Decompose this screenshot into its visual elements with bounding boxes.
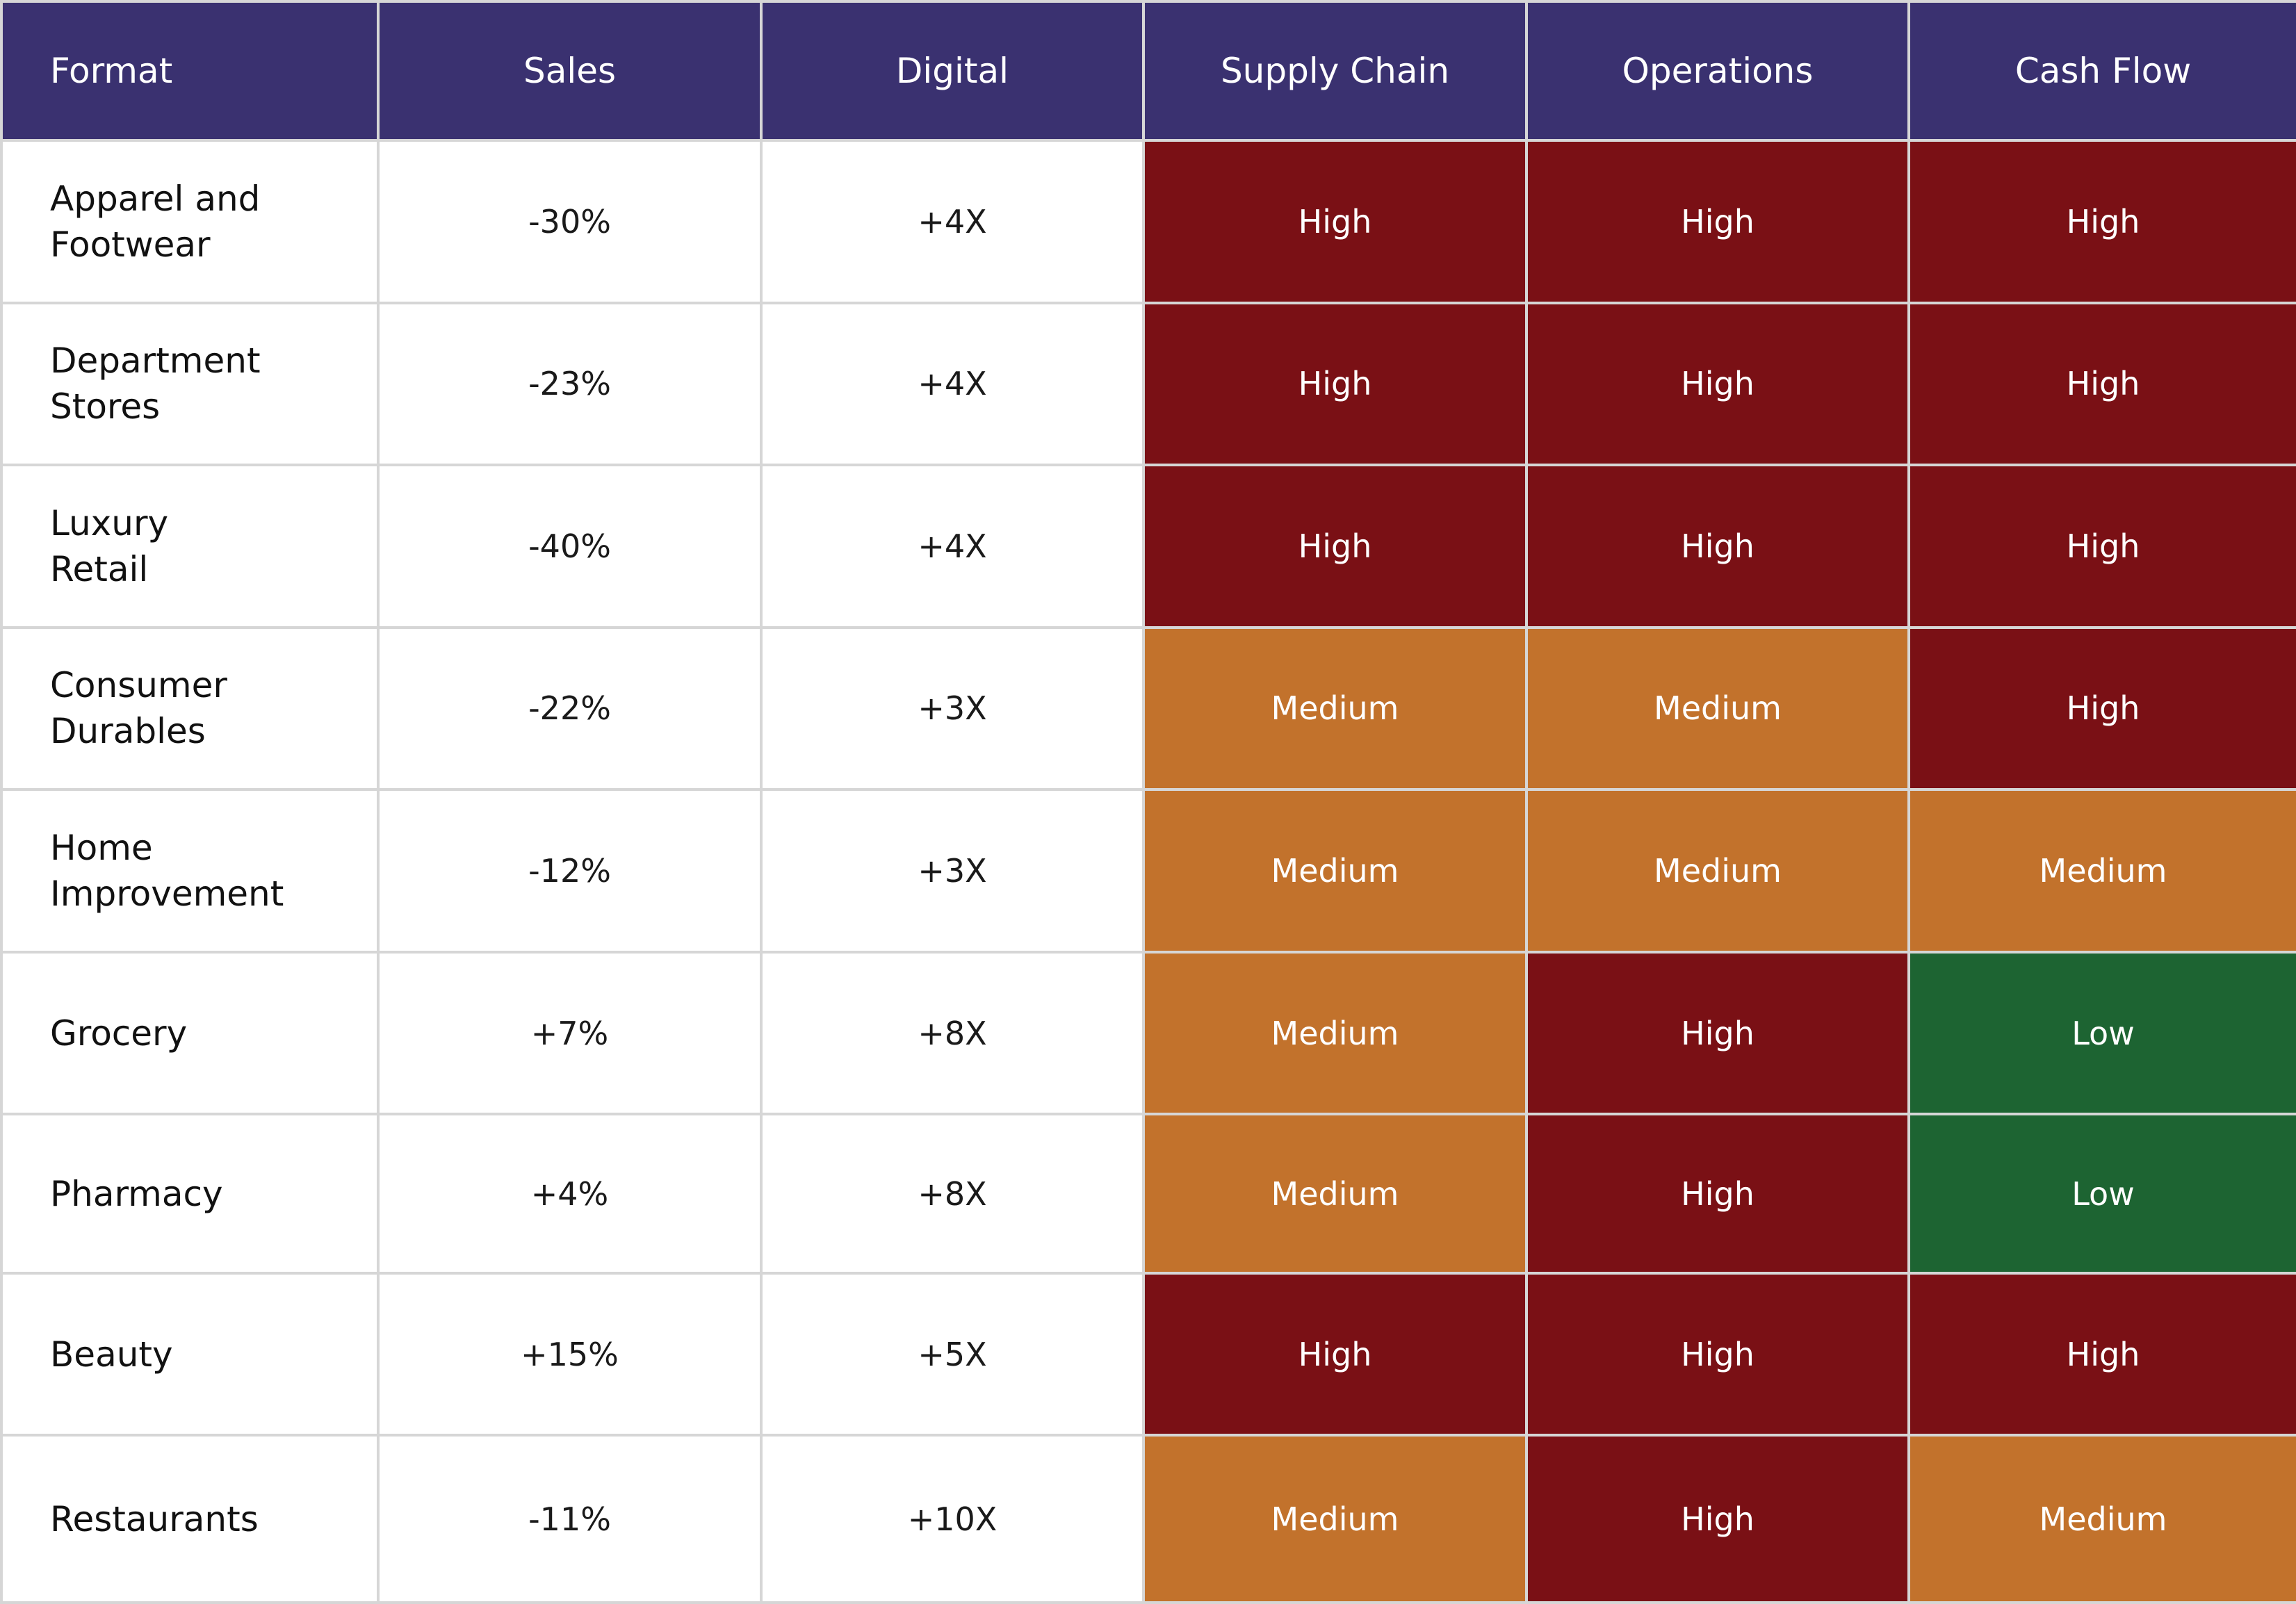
supply-chain-cell: Medium	[1142, 788, 1528, 954]
sales-cell: -12%	[377, 788, 763, 954]
table-row: Grocery +7% +8X Medium High Low	[0, 950, 2296, 1116]
header-supply-chain: Supply Chain	[1142, 0, 1528, 142]
sales-cell: -30%	[377, 139, 763, 304]
supply-chain-cell: Medium	[1142, 950, 1528, 1116]
header-row: Format Sales Digital Supply Chain Operat…	[0, 0, 2296, 142]
operations-cell: High	[1525, 464, 1910, 629]
sales-cell: +15%	[377, 1271, 763, 1437]
format-cell: Restaurants	[0, 1434, 380, 1604]
cash-flow-cell: High	[1907, 1271, 2296, 1437]
header-sales: Sales	[377, 0, 763, 142]
sales-cell: +4%	[377, 1113, 763, 1275]
operations-cell: High	[1525, 139, 1910, 304]
sales-cell: +7%	[377, 950, 763, 1116]
table-row: Luxury Retail -40% +4X High High High	[0, 464, 2296, 629]
supply-chain-cell: High	[1142, 301, 1528, 467]
table-row: Beauty +15% +5X High High High	[0, 1271, 2296, 1437]
table-row: Apparel and Footwear -30% +4X High High …	[0, 139, 2296, 304]
cash-flow-cell: High	[1907, 464, 2296, 629]
supply-chain-cell: Medium	[1142, 1113, 1528, 1275]
supply-chain-cell: Medium	[1142, 625, 1528, 792]
operations-cell: Medium	[1525, 788, 1910, 954]
digital-cell: +3X	[760, 788, 1145, 954]
cash-flow-cell: Low	[1907, 1113, 2296, 1275]
supply-chain-cell: High	[1142, 139, 1528, 304]
format-cell: Department Stores	[0, 301, 380, 467]
sales-cell: -40%	[377, 464, 763, 629]
sales-cell: -11%	[377, 1434, 763, 1604]
header-digital: Digital	[760, 0, 1145, 142]
operations-cell: High	[1525, 950, 1910, 1116]
format-cell: Luxury Retail	[0, 464, 380, 629]
supply-chain-cell: High	[1142, 1271, 1528, 1437]
supply-chain-cell: High	[1142, 464, 1528, 629]
cash-flow-cell: High	[1907, 301, 2296, 467]
cash-flow-cell: High	[1907, 139, 2296, 304]
format-cell: Apparel and Footwear	[0, 139, 380, 304]
digital-cell: +5X	[760, 1271, 1145, 1437]
format-cell: Home Improvement	[0, 788, 380, 954]
digital-cell: +4X	[760, 464, 1145, 629]
digital-cell: +4X	[760, 139, 1145, 304]
format-cell: Beauty	[0, 1271, 380, 1437]
operations-cell: High	[1525, 1271, 1910, 1437]
cash-flow-cell: Low	[1907, 950, 2296, 1116]
table-row: Consumer Durables -22% +3X Medium Medium…	[0, 625, 2296, 792]
format-cell: Grocery	[0, 950, 380, 1116]
header-cash-flow: Cash Flow	[1907, 0, 2296, 142]
format-cell: Pharmacy	[0, 1113, 380, 1275]
digital-cell: +8X	[760, 950, 1145, 1116]
operations-cell: Medium	[1525, 625, 1910, 792]
digital-cell: +10X	[760, 1434, 1145, 1604]
digital-cell: +3X	[760, 625, 1145, 792]
table-row: Department Stores -23% +4X High High Hig…	[0, 301, 2296, 467]
table-row: Restaurants -11% +10X Medium High Medium	[0, 1434, 2296, 1604]
operations-cell: High	[1525, 1434, 1910, 1604]
table-row: Home Improvement -12% +3X Medium Medium …	[0, 788, 2296, 954]
cash-flow-cell: Medium	[1907, 788, 2296, 954]
sales-cell: -23%	[377, 301, 763, 467]
cash-flow-cell: High	[1907, 625, 2296, 792]
header-operations: Operations	[1525, 0, 1910, 142]
sales-cell: -22%	[377, 625, 763, 792]
header-format: Format	[0, 0, 380, 142]
supply-chain-cell: Medium	[1142, 1434, 1528, 1604]
table-row: Pharmacy +4% +8X Medium High Low	[0, 1113, 2296, 1275]
format-cell: Consumer Durables	[0, 625, 380, 792]
digital-cell: +4X	[760, 301, 1145, 467]
digital-cell: +8X	[760, 1113, 1145, 1275]
operations-cell: High	[1525, 1113, 1910, 1275]
operations-cell: High	[1525, 301, 1910, 467]
cash-flow-cell: Medium	[1907, 1434, 2296, 1604]
